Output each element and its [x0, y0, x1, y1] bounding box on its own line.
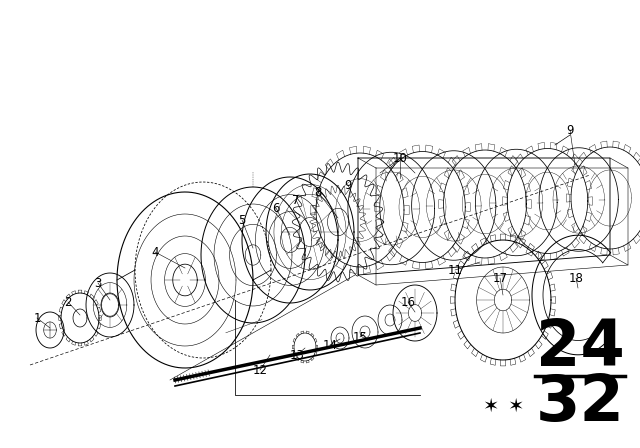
- Text: 24: 24: [536, 317, 625, 379]
- Text: 14: 14: [323, 339, 337, 352]
- Text: 6: 6: [272, 202, 280, 215]
- Text: 4: 4: [151, 246, 159, 258]
- Text: 9: 9: [344, 178, 352, 191]
- Text: 11: 11: [447, 263, 463, 276]
- Text: 8: 8: [314, 185, 322, 198]
- Text: 5: 5: [238, 214, 246, 227]
- Text: 15: 15: [353, 331, 367, 344]
- Text: 10: 10: [392, 151, 408, 164]
- Text: 9: 9: [566, 124, 573, 137]
- Text: 17: 17: [493, 271, 508, 284]
- Text: 1: 1: [33, 311, 41, 324]
- Text: 2: 2: [64, 296, 72, 309]
- Text: ✶: ✶: [482, 396, 498, 415]
- Text: 32: 32: [536, 372, 625, 434]
- Text: 13: 13: [289, 349, 305, 362]
- Text: 12: 12: [253, 363, 268, 376]
- Text: 3: 3: [94, 276, 102, 289]
- Text: ✶: ✶: [507, 396, 523, 415]
- Text: 18: 18: [568, 271, 584, 284]
- Text: 16: 16: [401, 296, 415, 309]
- Text: 7: 7: [292, 194, 300, 207]
